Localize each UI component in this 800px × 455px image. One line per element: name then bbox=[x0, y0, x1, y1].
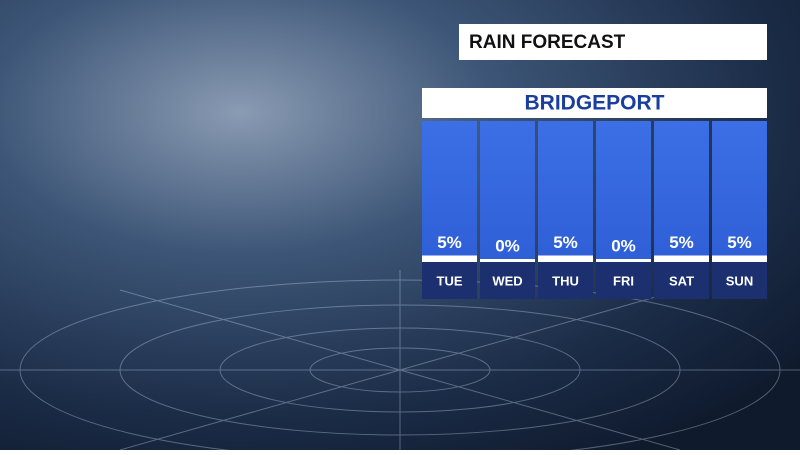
day-box bbox=[712, 262, 767, 299]
day-label: WED bbox=[492, 273, 522, 288]
bar bbox=[712, 255, 767, 262]
value-label: 5% bbox=[437, 233, 462, 252]
title-box bbox=[459, 24, 767, 60]
day-box bbox=[480, 262, 535, 299]
value-label: 5% bbox=[669, 233, 694, 252]
bar bbox=[654, 255, 709, 262]
radar-decoration bbox=[0, 270, 800, 455]
day-box bbox=[654, 262, 709, 299]
column bbox=[422, 121, 477, 262]
column bbox=[480, 121, 535, 262]
chart-title: RAIN FORECAST bbox=[469, 32, 626, 53]
column bbox=[538, 121, 593, 262]
value-label: 0% bbox=[611, 236, 636, 255]
day-label: FRI bbox=[613, 273, 634, 288]
day-label: TUE bbox=[437, 273, 463, 288]
day-box bbox=[596, 262, 651, 299]
day-label: SUN bbox=[726, 273, 753, 288]
bar bbox=[596, 259, 651, 262]
day-label: THU bbox=[552, 273, 579, 288]
value-label: 5% bbox=[727, 233, 752, 252]
bar bbox=[480, 259, 535, 262]
bar bbox=[422, 255, 477, 262]
value-label: 0% bbox=[495, 236, 520, 255]
bar bbox=[538, 255, 593, 262]
day-box bbox=[422, 262, 477, 299]
subtitle: BRIDGEPORT bbox=[524, 92, 664, 115]
day-box bbox=[538, 262, 593, 299]
column bbox=[712, 121, 767, 262]
value-label: 5% bbox=[553, 233, 578, 252]
column bbox=[654, 121, 709, 262]
day-label: SAT bbox=[669, 273, 694, 288]
subtitle-box bbox=[422, 88, 767, 118]
column bbox=[596, 121, 651, 262]
